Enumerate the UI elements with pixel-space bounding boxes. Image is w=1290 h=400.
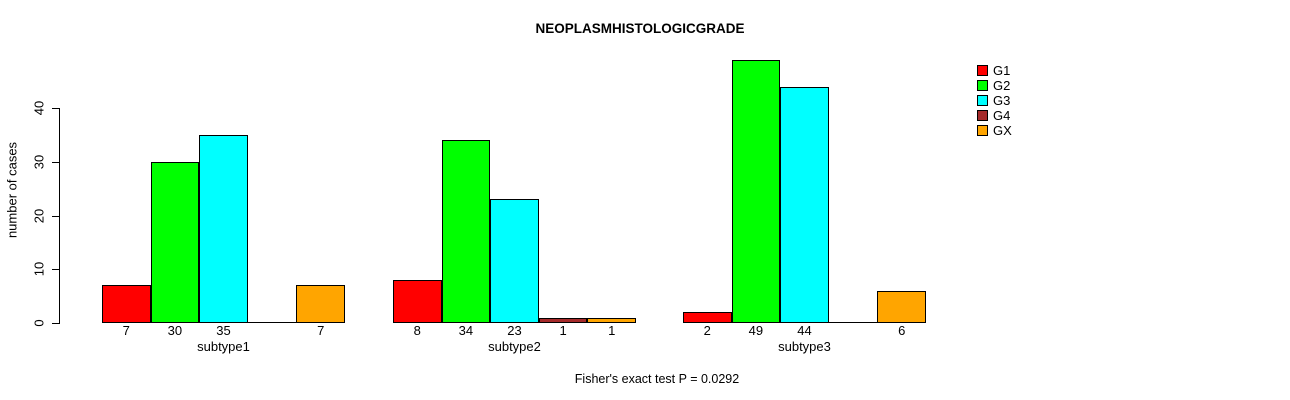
value-label-G2-subtype1: 30 [167, 323, 183, 338]
bar-G2-subtype1 [150, 161, 200, 323]
bar-G3-subtype3 [780, 86, 829, 323]
legend-swatch-G4 [977, 110, 988, 121]
bar-G4-subtype3-zero [828, 322, 878, 323]
value-label-G4-subtype2: 1 [559, 323, 567, 338]
value-label-G3-subtype2: 23 [507, 323, 522, 338]
value-label-G2-subtype3: 49 [748, 323, 764, 338]
bar-G1-subtype1 [102, 285, 151, 323]
y-axis-tick [52, 269, 59, 271]
y-axis-tick [52, 161, 59, 163]
legend-label-G4: G4 [993, 108, 1011, 123]
legend-swatch-G3 [977, 95, 988, 106]
y-axis-line [59, 108, 60, 324]
value-label-GX-subtype2: 1 [608, 323, 616, 338]
bar-G3-subtype2 [490, 199, 539, 323]
legend-label-G3: G3 [993, 93, 1011, 108]
value-label-G3-subtype1: 35 [216, 323, 231, 338]
legend-swatch-GX [977, 125, 988, 136]
y-axis-tick-label: 20 [31, 208, 47, 223]
bar-G2-subtype3 [731, 59, 781, 323]
bar-GX-subtype2 [587, 317, 636, 323]
y-axis-tick-label: 0 [31, 319, 47, 327]
bar-G4-subtype2 [538, 317, 588, 323]
legend-label-G2: G2 [993, 78, 1011, 93]
value-label-GX-subtype1: 7 [317, 323, 325, 338]
fisher-test-annotation: Fisher's exact test P = 0.0292 [574, 372, 740, 386]
bar-GX-subtype3 [877, 290, 926, 323]
chart-title: NEOPLASMHISTOLOGICGRADE [535, 21, 745, 36]
y-axis-label: number of cases [4, 141, 20, 239]
bar-G1-subtype3 [683, 312, 732, 323]
bar-GX-subtype1 [296, 285, 345, 323]
value-label-G3-subtype3: 44 [797, 323, 812, 338]
group-label-subtype1: subtype1 [197, 339, 250, 354]
y-axis-tick [52, 215, 59, 217]
value-label-G2-subtype2: 34 [458, 323, 474, 338]
group-label-subtype3: subtype3 [778, 339, 831, 354]
value-label-G1-subtype1: 7 [122, 323, 130, 338]
legend-swatch-G1 [977, 65, 988, 76]
legend-label-GX: GX [993, 123, 1012, 138]
y-axis-tick [52, 108, 59, 109]
y-axis-tick [52, 323, 59, 324]
y-axis-tick-label: 30 [31, 154, 47, 169]
value-label-G1-subtype2: 8 [413, 323, 421, 338]
value-label-G1-subtype3: 2 [703, 323, 711, 338]
group-label-subtype2: subtype2 [488, 339, 541, 354]
y-axis-tick-label: 10 [31, 262, 47, 277]
y-axis-tick-label: 40 [31, 100, 47, 116]
bar-G1-subtype2 [393, 280, 442, 323]
bar-G3-subtype1 [199, 134, 248, 323]
bar-G2-subtype2 [441, 140, 491, 323]
legend-swatch-G2 [977, 80, 988, 91]
legend-label-G1: G1 [993, 63, 1011, 78]
bar-G4-subtype1-zero [247, 322, 297, 323]
value-label-GX-subtype3: 6 [898, 323, 906, 338]
